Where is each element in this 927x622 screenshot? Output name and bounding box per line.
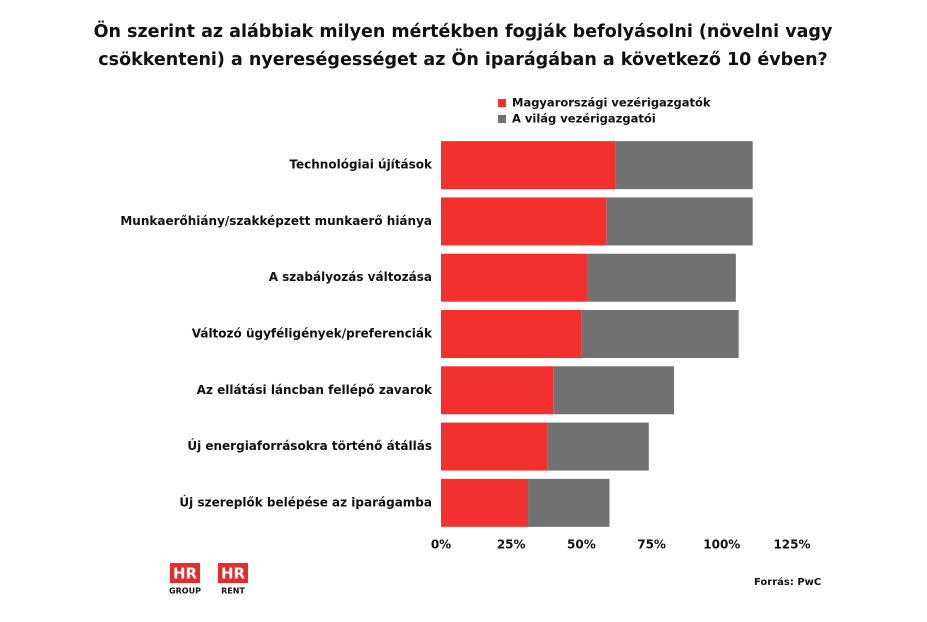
- logo-top: HR: [173, 565, 198, 583]
- x-tick-label: 0%: [431, 538, 451, 552]
- y-tick-label: Új szereplők belépése az iparágamba: [179, 494, 432, 509]
- logo-bottom: RENT: [221, 587, 245, 596]
- y-tick-label: Munkaerőhiány/szakképzett munkaerő hiány…: [120, 214, 432, 228]
- bar-segment: [615, 141, 753, 190]
- legend-swatch: [498, 115, 506, 123]
- logo-box: [170, 563, 200, 583]
- logo-box: [218, 563, 248, 583]
- legend-swatch: [498, 99, 506, 107]
- x-tick-label: 100%: [703, 538, 740, 552]
- y-tick-label: Az ellátási láncban fellépő zavarok: [197, 383, 433, 397]
- bar-segment: [441, 197, 607, 246]
- bar-segment: [553, 366, 675, 415]
- x-tick-label: 125%: [773, 538, 810, 552]
- legend-label: Magyarországi vezérigazgatók: [512, 96, 711, 110]
- x-tick-label: 25%: [497, 538, 526, 552]
- chart-subtitle: csökkenteni) a nyereségességet az Ön ipa…: [98, 48, 827, 70]
- bar-segment: [581, 310, 739, 358]
- legend-label: A világ vezérigazgatói: [512, 112, 656, 126]
- bar-segment: [441, 310, 582, 358]
- bar-segment: [528, 478, 610, 527]
- x-tick-label: 75%: [637, 538, 666, 552]
- bar-segment: [547, 422, 649, 471]
- chart-title: Ön szerint az alábbiak milyen mértékben …: [94, 20, 833, 42]
- bar-segment: [441, 422, 548, 471]
- bar-segment: [441, 366, 554, 415]
- bar-segment: [441, 478, 529, 527]
- source: Forrás: PwC: [754, 576, 821, 588]
- bar-segment: [606, 197, 753, 246]
- y-tick-label: Technológiai újítások: [289, 158, 433, 172]
- logo-top: HR: [221, 565, 246, 583]
- bar-segment: [587, 253, 736, 302]
- logo-group: HR GROUP HR RENT: [169, 563, 248, 596]
- y-tick-label: Változó ügyféligények/preferenciák: [192, 327, 433, 341]
- x-tick-label: 50%: [567, 538, 596, 552]
- y-tick-label: Új energiaforrásokra történő átállás: [187, 438, 432, 453]
- y-tick-label: A szabályozás változása: [269, 270, 432, 284]
- logo-bottom: GROUP: [169, 587, 201, 596]
- bar-segment: [441, 253, 588, 302]
- bar-segment: [441, 141, 616, 190]
